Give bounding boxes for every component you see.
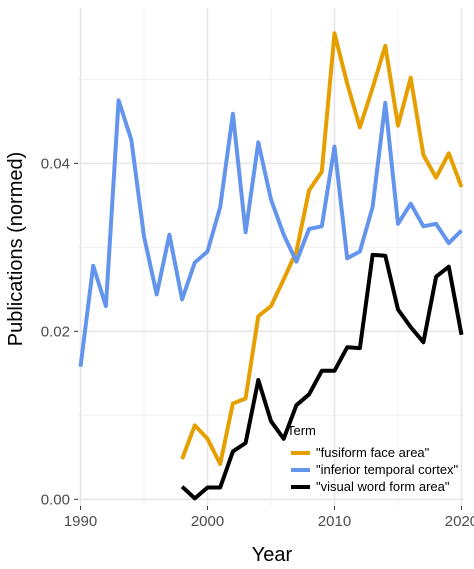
x-axis-ticks: 1990 2000 2010 2020 <box>64 506 474 530</box>
series-lines <box>78 31 464 501</box>
y-tick-label: 0.04 <box>41 155 70 172</box>
series-line-1 <box>78 98 463 367</box>
x-tick-label: 1990 <box>64 513 97 530</box>
legend-label-visual-word: "visual word form area" <box>316 479 450 494</box>
legend-label-fusiform: "fusiform face area" <box>316 445 430 460</box>
series-line-0 <box>180 31 464 466</box>
y-axis-ticks: 0.00 0.02 0.04 <box>41 155 78 508</box>
y-axis-title: Publications (normed) <box>5 152 27 347</box>
grid-lines <box>78 8 464 506</box>
x-tick-label: 2010 <box>318 513 351 530</box>
x-tick-label: 2000 <box>191 513 224 530</box>
legend: Term "fusiform face area" "inferior temp… <box>287 423 459 494</box>
y-tick-label: 0.02 <box>41 323 70 340</box>
y-tick-label: 0.00 <box>41 491 70 508</box>
legend-title: Term <box>287 423 316 438</box>
x-axis-title: Year <box>252 544 293 566</box>
series-line-2 <box>180 252 464 501</box>
x-tick-label: 2020 <box>445 513 474 530</box>
legend-label-inferior-temporal: "inferior temporal cortex" <box>316 462 459 477</box>
